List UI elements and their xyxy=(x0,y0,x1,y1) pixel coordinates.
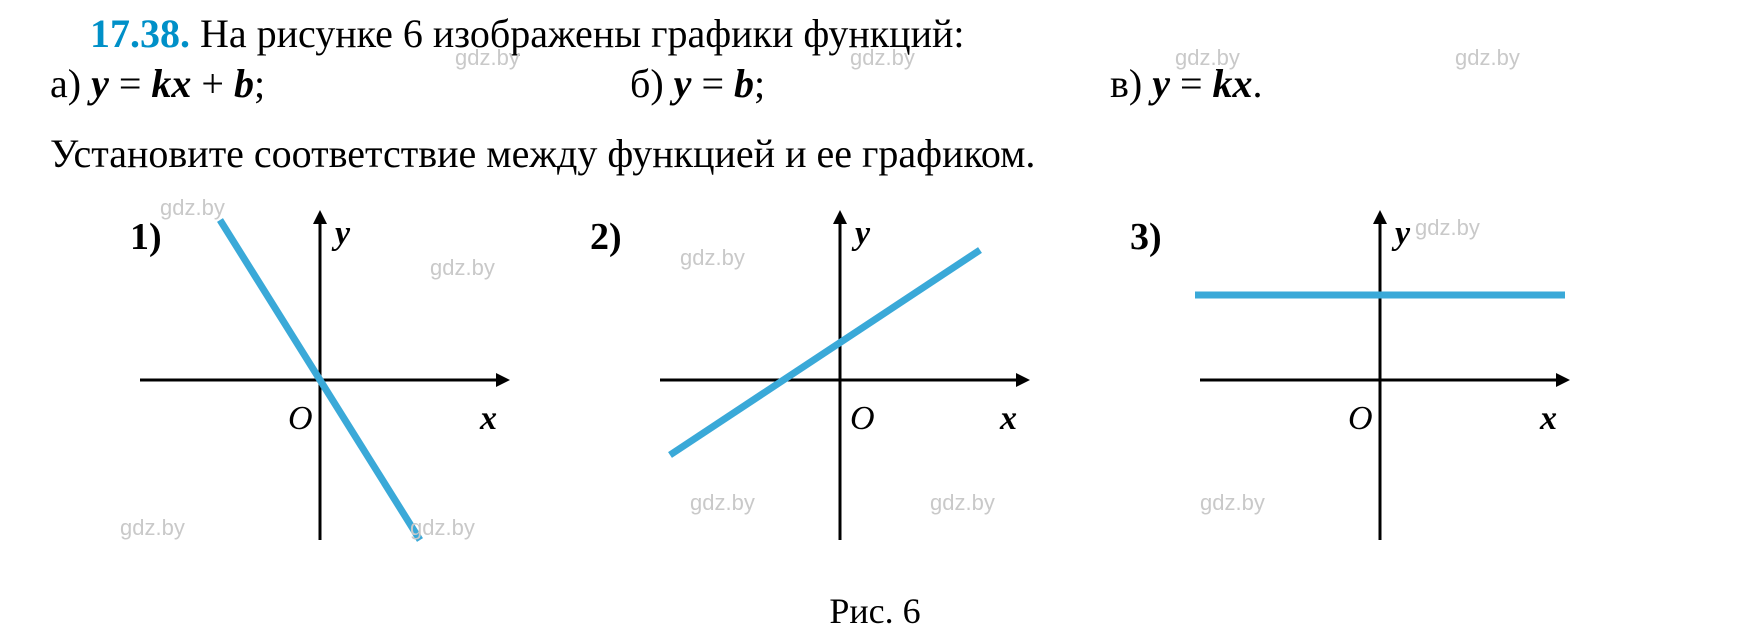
problem-number: 17.38. xyxy=(90,11,190,56)
chart-panel-label: 2) xyxy=(590,215,622,259)
instruction-text: Установите соответствие между функцией и… xyxy=(50,130,1035,177)
chart-panel-2: 2)yxOgdz.bygdz.bygdz.by xyxy=(630,190,1150,570)
eq-b-eq: = xyxy=(691,61,734,106)
chart-panel-label: 1) xyxy=(130,215,162,259)
eq-v-y: y xyxy=(1152,61,1170,106)
figure-caption: Рис. 6 xyxy=(0,590,1750,632)
chart-panel-1: 1)yxOgdz.bygdz.bygdz.bygdz.by xyxy=(110,190,630,570)
eq-b-y: y xyxy=(674,61,692,106)
eq-v-eq: = xyxy=(1170,61,1213,106)
eq-b-suffix: ; xyxy=(754,61,765,106)
y-axis-label: y xyxy=(855,215,870,253)
eq-a-eq: = xyxy=(109,61,152,106)
charts-area: 1)yxOgdz.bygdz.bygdz.bygdz.by2)yxOgdz.by… xyxy=(0,190,1750,610)
y-axis-label: y xyxy=(335,215,350,253)
eq-v-k: k xyxy=(1213,61,1233,106)
x-axis-label: x xyxy=(1000,400,1017,438)
eq-a-x: x xyxy=(171,61,191,106)
y-axis-label: y xyxy=(1395,215,1410,253)
equation-b: б) y = b; xyxy=(630,60,765,107)
origin-label: O xyxy=(288,400,313,438)
problem-text: На рисунке 6 изображены графики функций: xyxy=(200,11,965,56)
eq-a-b: b xyxy=(234,61,254,106)
eq-a-suffix: ; xyxy=(254,61,265,106)
chart-panel-label: 3) xyxy=(1130,215,1162,259)
origin-label: O xyxy=(850,400,875,438)
equation-v: в) y = kx. xyxy=(1110,60,1263,107)
eq-v-suffix: . xyxy=(1253,61,1263,106)
eq-b-b: b xyxy=(734,61,754,106)
eq-b-prefix: б) xyxy=(630,61,674,106)
eq-a-y: y xyxy=(91,61,109,106)
equation-a: а) y = kx + b; xyxy=(50,60,265,107)
eq-v-prefix: в) xyxy=(1110,61,1152,106)
watermark: gdz.by xyxy=(1455,45,1520,71)
eq-a-k: k xyxy=(151,61,171,106)
eq-v-x: x xyxy=(1233,61,1253,106)
chart-panel-3: 3)yxOgdz.bygdz.by xyxy=(1170,190,1690,570)
x-axis-label: x xyxy=(1540,400,1557,438)
origin-label: O xyxy=(1348,400,1373,438)
eq-a-prefix: а) xyxy=(50,61,91,106)
x-axis-label: x xyxy=(480,400,497,438)
eq-a-plus: + xyxy=(191,61,234,106)
problem-statement: 17.38. На рисунке 6 изображены графики ф… xyxy=(90,10,965,57)
